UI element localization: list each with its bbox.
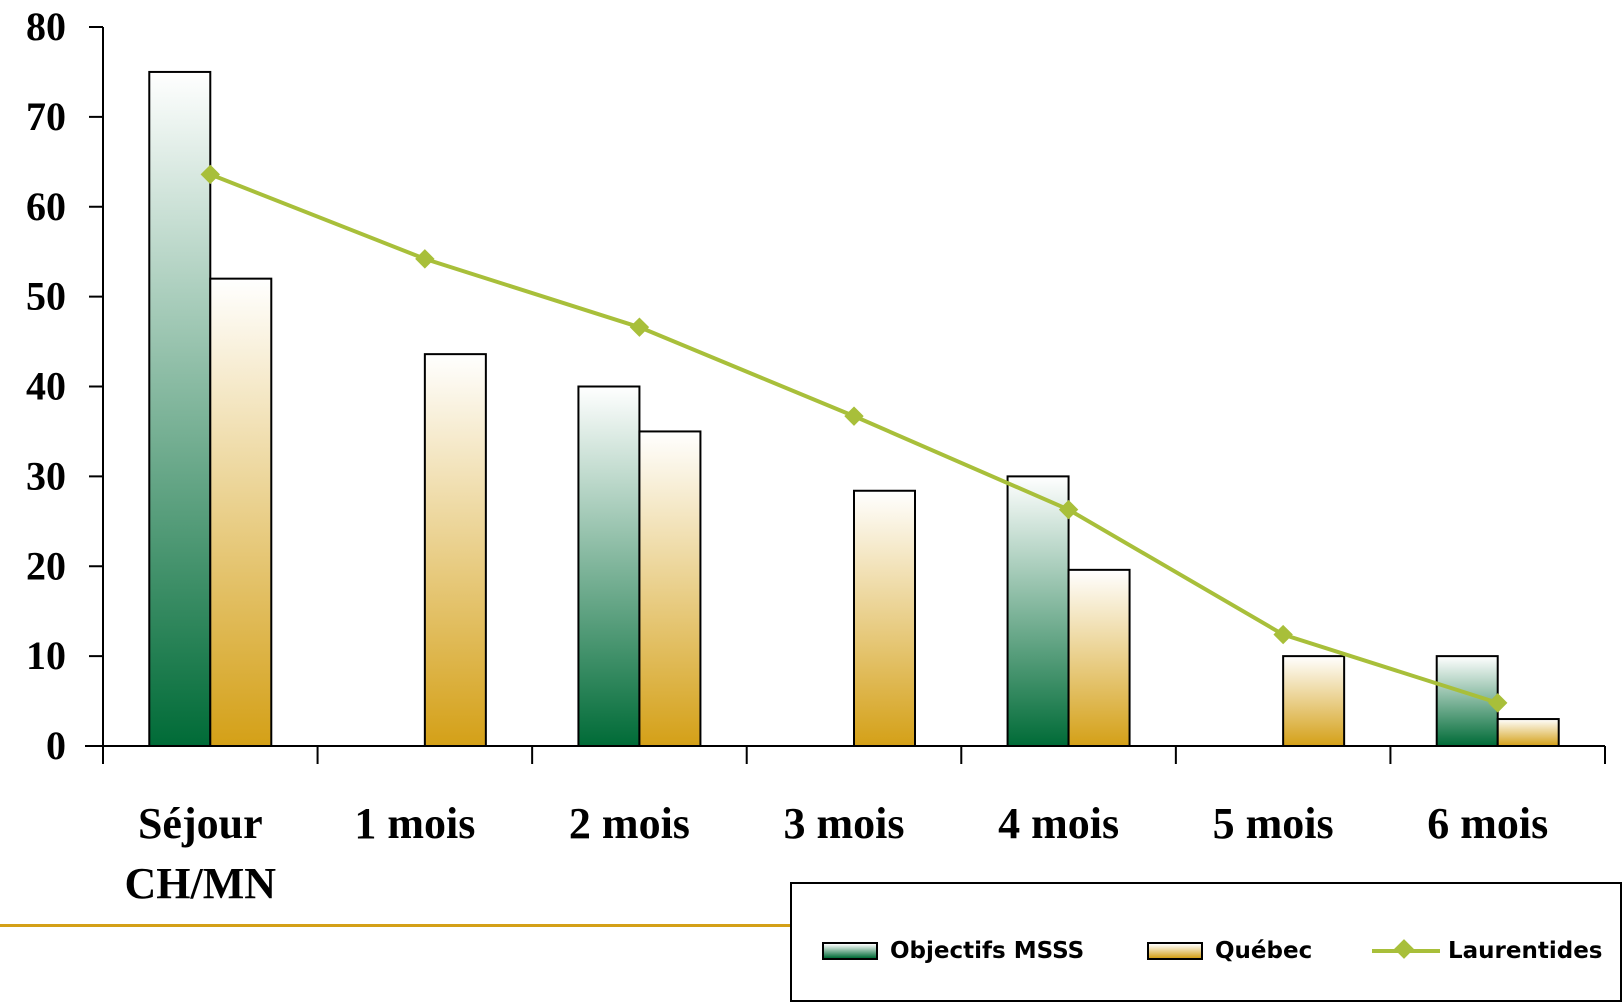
chart-legend: Objectifs MSSS Québec Laurentides	[790, 882, 1622, 1002]
legend-item-objectifs-msss: Objectifs MSSS	[822, 936, 1084, 966]
legend-line-marker-laurentides	[1372, 936, 1440, 966]
x-tick-label: 2 mois	[569, 799, 690, 848]
point-laurentides-5-mois	[1273, 624, 1293, 645]
x-tick-label: 1 mois	[354, 799, 475, 848]
bar-quebec-4-mois	[1067, 568, 1131, 747]
point-laurentides-1-mois	[415, 249, 435, 269]
point-laurentides-6-mois	[1488, 693, 1508, 713]
y-tick-label: 50	[26, 274, 66, 319]
y-tick-label: 80	[26, 4, 66, 49]
x-tick-label: 3 mois	[784, 799, 905, 848]
bar-quebec-1-mois	[423, 353, 487, 747]
bar-objectifs-msss-2-mois	[577, 385, 641, 747]
bar-quebec-sejour-ch-mn	[209, 277, 273, 747]
y-tick-label: 70	[26, 94, 66, 139]
legend-swatch-objectifs-msss	[822, 942, 878, 960]
y-tick-label: 40	[26, 364, 66, 409]
legend-label-objectifs-msss: Objectifs MSSS	[890, 938, 1085, 964]
x-tick-label: 6 mois	[1427, 799, 1548, 848]
footer-divider	[0, 924, 790, 927]
y-tick-label: 30	[26, 453, 66, 498]
x-tick-label: 4 mois	[998, 799, 1119, 848]
point-laurentides-2-mois	[629, 317, 650, 337]
legend-item-quebec: Québec	[1147, 936, 1312, 966]
bar-objectifs-msss-4-mois	[1006, 475, 1070, 747]
x-tick-label: 5 mois	[1213, 799, 1334, 848]
point-laurentides-4-mois	[1058, 499, 1079, 520]
bar-quebec-5-mois	[1282, 655, 1346, 747]
bar-quebec-6-mois	[1496, 718, 1560, 747]
point-laurentides-3-mois	[844, 406, 864, 426]
bar-quebec-2-mois	[638, 430, 702, 747]
legend-label-laurentides: Laurentides	[1448, 938, 1603, 964]
legend-label-quebec: Québec	[1215, 938, 1313, 964]
y-tick-label: 10	[26, 633, 66, 678]
y-tick-label: 0	[46, 723, 66, 768]
bar-objectifs-msss-sejour-ch-mn	[148, 70, 212, 747]
legend-item-laurentides: Laurentides	[1372, 936, 1603, 966]
x-tick-label: Séjour	[138, 799, 263, 848]
y-tick-label: 60	[26, 184, 66, 229]
point-laurentides-sejour-ch-mn	[200, 164, 220, 185]
y-tick-label: 20	[26, 543, 66, 588]
bar-quebec-3-mois	[853, 489, 916, 747]
legend-swatch-quebec	[1147, 942, 1203, 960]
x-tick-label: CH/MN	[125, 859, 277, 908]
